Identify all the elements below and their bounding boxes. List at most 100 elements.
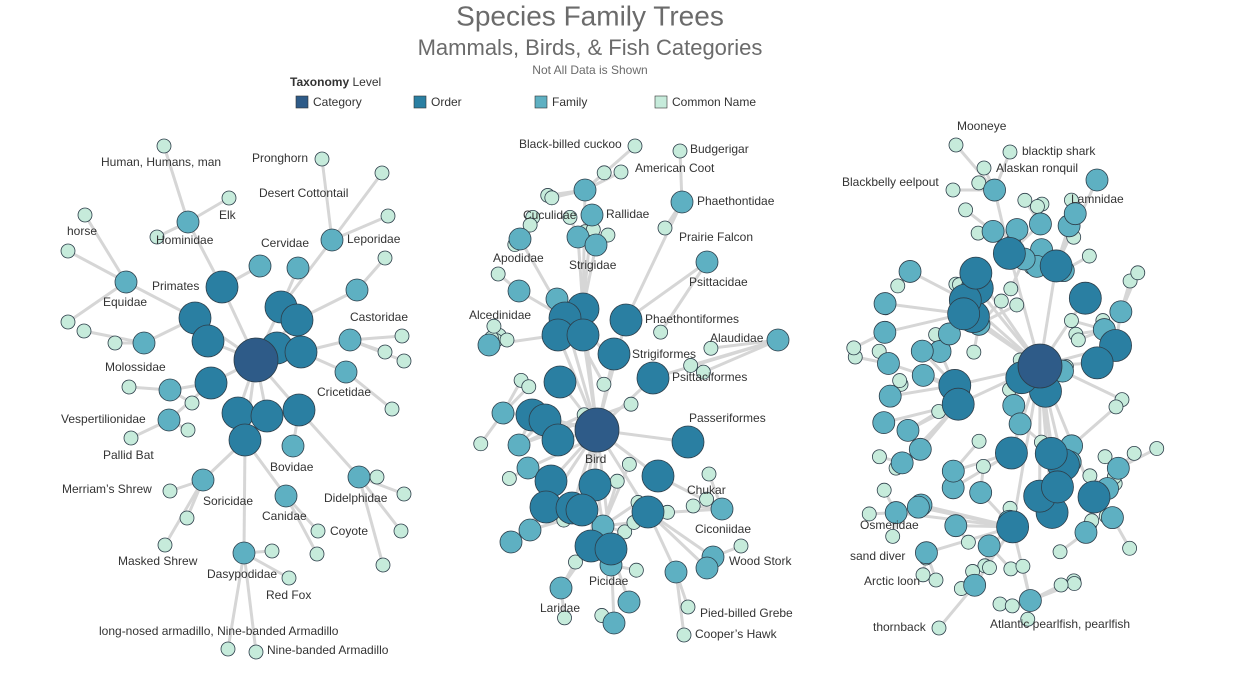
node [377,250,393,266]
node [396,353,412,369]
node [1030,199,1045,214]
node [562,209,578,225]
node [664,560,688,584]
node-label: thornback [873,620,927,634]
node [284,335,318,369]
node [993,293,1009,309]
node [565,493,599,527]
node [60,314,76,330]
node-label: Coyote [330,524,368,538]
node [1004,598,1020,614]
node [976,160,992,176]
legend-swatch [295,95,309,109]
node-label: Passeriformes [689,411,766,425]
node [1029,212,1052,236]
node [518,518,542,542]
legend-title-bold: Taxonomy [290,75,349,89]
node-label: Arctic loon [864,574,920,588]
node [310,523,326,539]
node [521,379,537,395]
node [733,538,749,554]
node [609,473,625,489]
node [617,590,641,614]
node [1149,441,1165,456]
node [966,344,982,360]
node [1020,611,1036,627]
node [597,337,631,371]
node [947,297,981,331]
node [945,182,961,198]
node [995,436,1028,470]
node [393,523,409,539]
node [1041,470,1074,504]
node [491,401,515,425]
node-label: Prairie Falcon [679,230,753,244]
node [396,486,412,502]
node [628,562,644,578]
node [499,332,515,348]
node [1017,343,1063,389]
node [543,365,577,399]
node [1034,437,1068,470]
node-label: Castoridae [350,310,408,324]
node-label: Elk [219,208,237,222]
node [544,190,560,206]
node-label: Strigiformes [632,347,696,361]
node [915,567,931,583]
node-label: Merriam’s Shrew [62,482,152,496]
node [1077,480,1111,514]
node-label: Molossidae [105,360,166,374]
node [944,514,968,538]
edge [625,260,708,322]
node [369,469,385,485]
node [162,483,178,499]
edge [67,280,127,324]
node-label: Cooper’s Hawk [695,627,778,641]
node [896,418,920,442]
node [1018,589,1042,612]
node [908,437,932,461]
node-label: Psittacidae [689,275,748,289]
node [695,250,719,274]
edge [242,439,247,554]
node-label: Mooneye [957,119,1007,133]
node [248,254,272,278]
node [1074,521,1098,544]
legend-swatch [654,95,668,109]
node [696,364,711,380]
node [233,337,279,383]
node [375,557,391,573]
node [384,401,400,417]
node [911,363,935,387]
node [1108,399,1124,415]
node [248,644,264,660]
node [1053,577,1069,593]
node [60,243,76,259]
node [584,233,608,257]
node [280,303,314,337]
node-label: Chukar [687,483,726,497]
node [205,270,239,304]
edge [357,476,385,566]
legend-label: Order [431,95,462,109]
node-label: American Coot [635,161,715,175]
node [872,449,887,465]
node [77,207,93,223]
node-label: Pied-billed Grebe [700,606,793,620]
node [928,572,944,588]
node [938,322,961,346]
node-label: Soricidae [203,494,253,508]
node [996,510,1030,544]
edge [83,214,128,283]
node [977,534,1001,558]
node [1109,300,1133,324]
node [948,137,964,153]
node [499,530,523,554]
node [508,227,532,251]
node [334,360,358,384]
node-label: Black-billed cuckoo [519,137,622,151]
node [941,459,965,483]
node [501,471,517,486]
node-label: Cricetidae [317,385,371,399]
node [516,456,540,480]
